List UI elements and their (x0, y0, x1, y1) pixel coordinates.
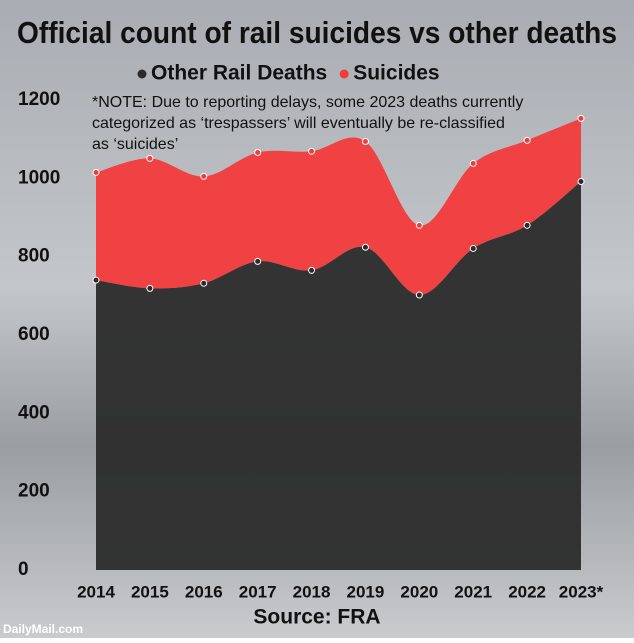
y-tick-label: 0 (18, 559, 29, 580)
chart-title: Official count of rail suicides vs other… (17, 15, 617, 50)
point (577, 177, 585, 185)
point (200, 172, 208, 180)
x-tick-label: 2018 (293, 582, 331, 601)
x-tick-label: 2020 (400, 582, 438, 601)
point (308, 147, 316, 155)
y-tick-label: 1000 (18, 167, 60, 188)
point (92, 276, 100, 284)
legend: Other Rail Deaths Suicides (137, 62, 440, 85)
y-tick-label: 200 (18, 481, 50, 502)
legend-marker (137, 69, 147, 79)
y-tick-label: 1200 (18, 89, 60, 110)
point (361, 243, 369, 251)
point (415, 291, 423, 299)
point (523, 136, 531, 144)
legend-label: Other Rail Deaths (151, 62, 327, 85)
x-tick-label: 2017 (239, 582, 277, 601)
x-tick-label: 2014 (77, 582, 115, 601)
x-tick-label: 2015 (131, 582, 169, 601)
x-tick-label: 2016 (185, 582, 223, 601)
point (577, 114, 585, 122)
watermark: DailyMail.com (3, 622, 83, 636)
legend-marker (339, 69, 349, 79)
point (146, 154, 154, 162)
source: Source: FRA (253, 606, 380, 629)
point (254, 148, 262, 156)
point (415, 221, 423, 229)
area (96, 181, 581, 570)
note: categorized as ‘trespassers’ will eventu… (92, 115, 505, 132)
legend-label: Suicides (353, 62, 439, 85)
x-tick-label: 2019 (347, 582, 385, 601)
area (96, 118, 581, 296)
point (200, 279, 208, 287)
plot (92, 114, 585, 570)
x-tick-label: 2021 (454, 582, 492, 601)
point (469, 244, 477, 252)
point (92, 168, 100, 176)
point (361, 138, 369, 146)
note: *NOTE: Due to reporting delays, some 202… (92, 94, 523, 111)
x-tick-label: 2023* (559, 582, 604, 601)
point (523, 221, 531, 229)
note: as ‘suicides’ (92, 136, 178, 153)
point (146, 284, 154, 292)
y-tick-label: 600 (18, 324, 50, 345)
y-tick-label: 400 (18, 402, 50, 423)
point (308, 266, 316, 274)
x-tick-label: 2022 (508, 582, 546, 601)
point (469, 159, 477, 167)
y-tick-label: 800 (18, 246, 50, 267)
point (254, 257, 262, 265)
